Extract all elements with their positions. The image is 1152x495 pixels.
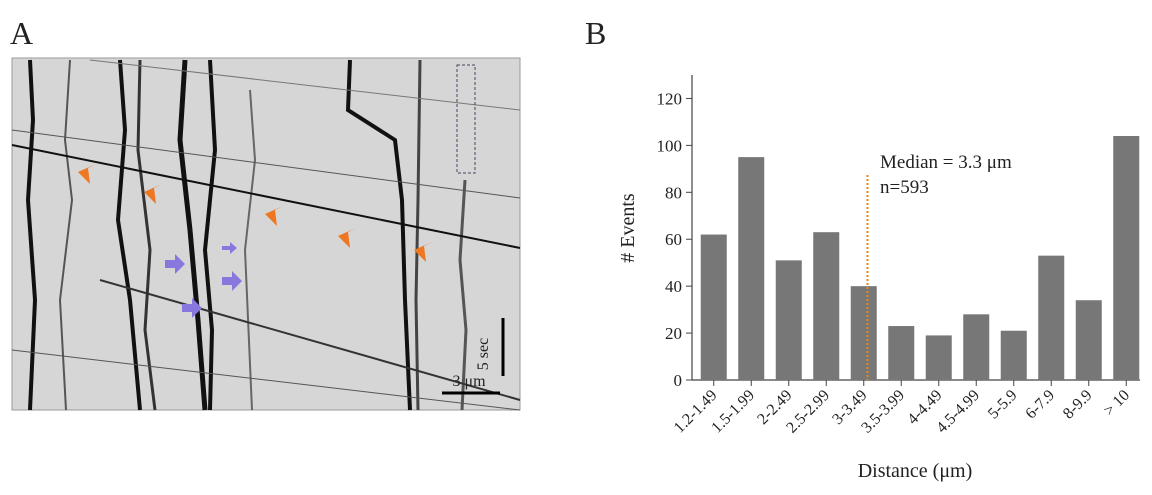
bar (963, 314, 990, 380)
annotation: n=593 (880, 177, 929, 198)
roi-box (456, 64, 476, 174)
bar (1038, 255, 1065, 380)
purple-arrows (165, 242, 242, 318)
bar (1075, 300, 1102, 380)
bar (850, 286, 877, 380)
y-tick-label: 40 (665, 277, 682, 296)
bar (813, 232, 840, 380)
kymograph: 5 sec 3 μm (11, 57, 521, 411)
y-tick-label: 60 (665, 230, 682, 249)
x-tick-label: 8-9.9 (1060, 387, 1096, 423)
annotation: Median = 3.3 μm (880, 152, 1012, 173)
y-tick-label: 120 (657, 89, 683, 108)
x-axis-label: Distance (μm) (858, 460, 973, 482)
bar (738, 157, 765, 380)
y-axis-label: # Events (617, 193, 639, 263)
bar (1000, 330, 1027, 380)
distance-scale-label: 3 μm (452, 373, 486, 390)
panel-label: A (10, 15, 33, 51)
bar (888, 326, 915, 380)
orange-arrowheads (78, 164, 432, 262)
y-tick-label: 0 (674, 371, 683, 390)
bar (1113, 136, 1140, 380)
y-tick-label: 80 (665, 183, 682, 202)
bar (925, 335, 952, 380)
kymograph-image (11, 57, 521, 411)
x-tick-label: 6-7.9 (1022, 387, 1058, 423)
time-scale-label: 5 sec (475, 338, 492, 370)
kymograph-traces (11, 59, 521, 411)
x-tick-label: 5-5.9 (985, 387, 1021, 423)
bar (775, 260, 802, 380)
x-tick-label: > 10 (1101, 387, 1134, 420)
y-tick-label: 20 (665, 324, 682, 343)
panel-label: B (585, 15, 606, 51)
bar (700, 234, 727, 380)
y-tick-label: 100 (657, 136, 683, 155)
bar-chart: 0204060801001201.2-1.491.5-1.992-2.492.5… (617, 75, 1140, 482)
